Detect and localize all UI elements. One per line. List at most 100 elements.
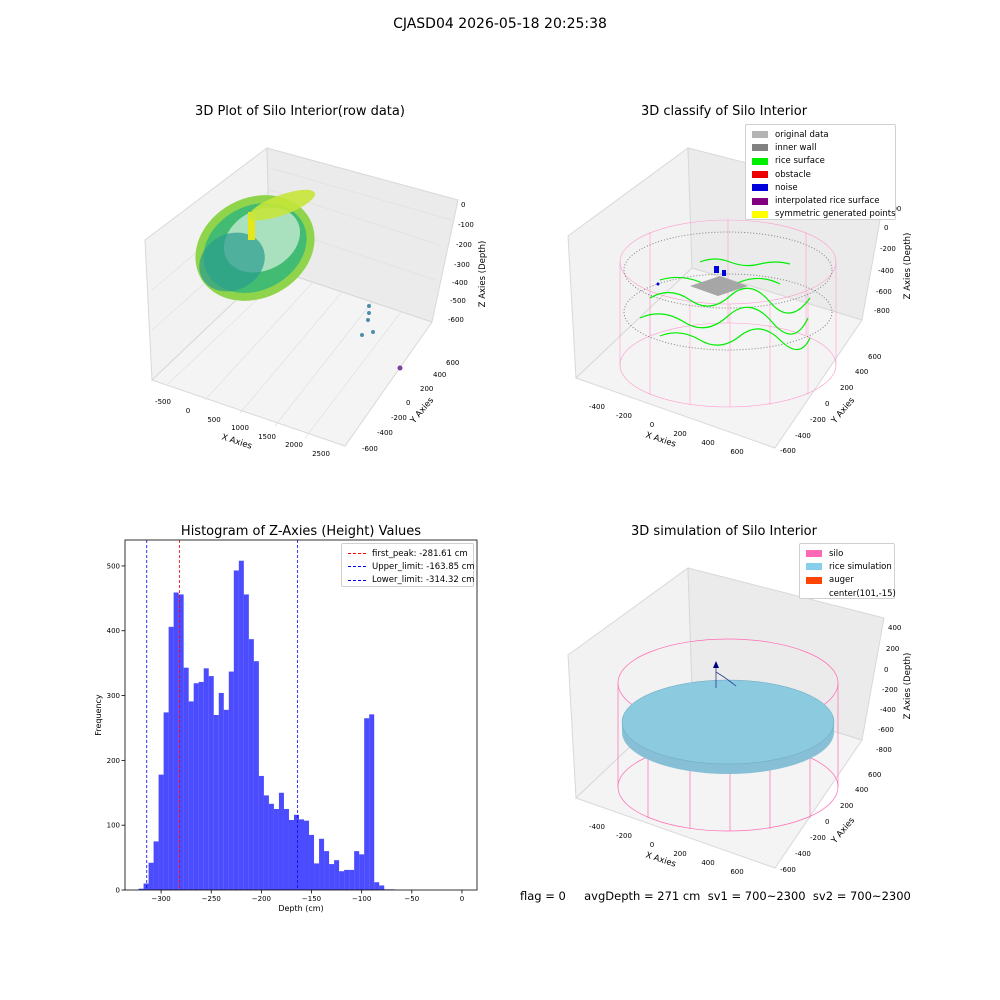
legend-label: Lower_limit: -314.32 cm (372, 575, 475, 586)
legend-line (348, 566, 366, 568)
raw-xtick: 2500 (312, 450, 330, 458)
legend-label: noise (775, 182, 798, 193)
legend-item: inner wall (752, 141, 889, 154)
classify-ytick: 400 (855, 368, 868, 376)
histogram-bar (369, 714, 375, 890)
simulation-ylabel: Y Axies (829, 815, 857, 846)
histogram-bar (198, 681, 204, 890)
classify-ztick: -400 (878, 267, 894, 275)
histogram-bar (228, 671, 234, 890)
histogram-bar (324, 851, 330, 890)
histogram-bar (203, 668, 209, 890)
classify-ztick: -600 (876, 288, 892, 296)
simulation-xtick: -200 (616, 832, 632, 840)
histogram-bar (263, 795, 269, 890)
histogram-bar (178, 594, 184, 890)
raw-xtick: 500 (207, 416, 220, 424)
legend-item: Lower_limit: -314.32 cm (348, 574, 474, 587)
classify-xtick: 200 (673, 430, 686, 438)
classify-plot-title: 3D classify of Silo Interior (640, 104, 808, 119)
histogram-bar (183, 667, 189, 890)
simulation-plot-title: 3D simulation of Silo Interior (631, 524, 817, 539)
x-tick-label: −150 (302, 895, 321, 903)
legend-item: silo (806, 547, 888, 560)
y-tick-label: 300 (107, 692, 120, 700)
simulation-ztick: -600 (878, 726, 894, 734)
legend-swatch (752, 197, 768, 205)
status-footer: flag = 0 avgDepth = 271 cm sv1 = 700~230… (520, 889, 911, 903)
classify-ztick: 0 (884, 224, 888, 232)
simulation-ztick: 400 (888, 624, 901, 632)
legend-label: center(101,-15) (829, 588, 896, 599)
simulation-xtick: -400 (589, 823, 605, 831)
simulation-xtick: 200 (673, 850, 686, 858)
simulation-xtick: 0 (650, 841, 654, 849)
classify-yticks: -600 -400 -200 0 200 400 600 (780, 353, 881, 455)
raw-ztick: -100 (458, 221, 474, 229)
simulation-yticks: -600 -400 -200 0 200 400 600 (780, 771, 881, 874)
histogram-bar (298, 819, 305, 890)
classify-ytick: -400 (795, 432, 811, 440)
x-tick-label: −100 (352, 895, 371, 903)
histogram-bar (304, 820, 310, 890)
histogram-bar (238, 560, 244, 890)
histogram-bar (329, 864, 335, 890)
legend-item: rice surface (752, 155, 889, 168)
histogram-bar (258, 775, 264, 890)
legend-swatch (806, 563, 822, 571)
raw-xtick: 2000 (285, 441, 303, 449)
x-tick-label: −50 (404, 895, 419, 903)
legend-swatch (806, 550, 822, 558)
raw-ytick: 0 (406, 399, 410, 407)
classify-xtick: -200 (616, 412, 632, 420)
histogram-bar (349, 869, 355, 890)
raw-yticks: -600 -400 -200 0 200 400 600 (362, 359, 459, 453)
classify-ytick: -200 (810, 416, 826, 424)
simulation-3d-plot: -400 -200 0 200 400 600 X Axies -600 -40… (567, 567, 913, 876)
simulation-ytick: 200 (840, 802, 853, 810)
legend-swatch (752, 144, 768, 152)
raw-ytick: 200 (420, 385, 433, 393)
simulation-ztick: -200 (882, 686, 898, 694)
classify-ylabel: Y Axies (829, 395, 857, 426)
x-tick-label: −250 (202, 895, 221, 903)
histogram-bar (374, 882, 380, 890)
legend-item: rice simulation (806, 560, 892, 573)
classify-ztick: -200 (880, 245, 896, 253)
raw-ztick: -300 (454, 261, 470, 269)
legend-swatch (752, 157, 768, 165)
histogram-bar (283, 808, 289, 890)
legend-item: noise (752, 181, 889, 194)
histogram-bar (163, 712, 169, 890)
histogram-bar (173, 592, 179, 890)
histogram-bar (334, 860, 340, 890)
histogram-ylabel: Frequency (94, 694, 103, 736)
raw-ztick: -600 (448, 316, 464, 324)
legend-item: original data (752, 128, 889, 141)
simulation-xtick: 400 (701, 859, 714, 867)
simulation-rice-body (621, 679, 835, 774)
legend-label: interpolated rice surface (775, 196, 880, 207)
raw-xtick: -500 (155, 398, 171, 406)
raw-xticks: -500 0 500 1000 1500 2000 2500 (155, 398, 330, 458)
classify-noise (656, 266, 726, 286)
legend-label: obstacle (775, 169, 811, 180)
simulation-ytick: -400 (795, 850, 811, 858)
y-tick-label: 500 (107, 562, 120, 570)
histogram-bar (138, 888, 144, 890)
raw-plot-title: 3D Plot of Silo Interior(row data) (195, 104, 405, 119)
histogram-bar (273, 808, 279, 890)
legend-swatch (752, 210, 768, 218)
raw-ztick: -500 (450, 297, 466, 305)
classify-zlabel: Z Axies (Depth) (903, 233, 913, 300)
raw-ytick: 400 (433, 371, 446, 379)
legend-label: rice surface (775, 156, 825, 167)
histogram-bar (288, 820, 294, 890)
simulation-ztick: 0 (884, 666, 888, 674)
histogram-bar (339, 871, 345, 890)
histogram-bar (248, 639, 254, 890)
raw-xtick: 1000 (231, 424, 249, 432)
classify-xtick: -400 (589, 403, 605, 411)
legend-item: center(101,-15) (806, 587, 896, 600)
raw-zticks: 0 -100 -200 -300 -400 -500 -600 (448, 201, 474, 324)
